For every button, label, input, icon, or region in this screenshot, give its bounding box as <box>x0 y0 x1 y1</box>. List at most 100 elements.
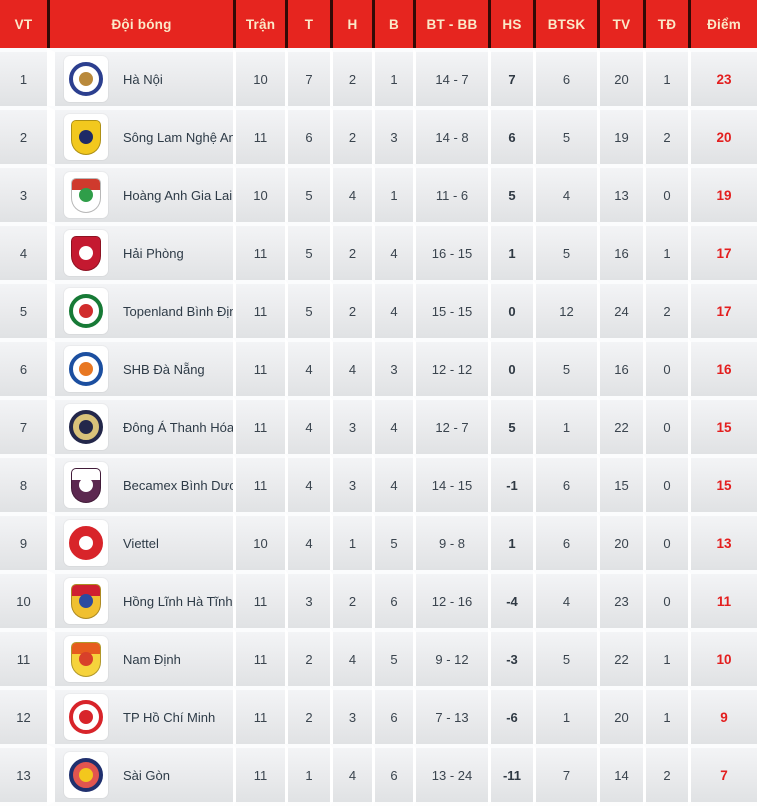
position-cell: 8 <box>0 454 47 512</box>
matches-cell: 11 <box>233 628 285 686</box>
team-cell[interactable]: Hoàng Anh Gia Lai <box>47 164 233 222</box>
goals-for-against-cell: 15 - 15 <box>413 280 488 338</box>
team-cell[interactable]: Hải Phòng <box>47 222 233 280</box>
position-cell: 9 <box>0 512 47 570</box>
goal-difference-cell: -1 <box>488 454 533 512</box>
column-header-team: Đội bóng <box>47 0 233 48</box>
wins-cell: 6 <box>285 106 330 164</box>
goal-difference-cell: -6 <box>488 686 533 744</box>
losses-cell: 5 <box>372 628 413 686</box>
losses-cell: 4 <box>372 454 413 512</box>
tv-cell: 16 <box>597 222 643 280</box>
tv-cell: 22 <box>597 396 643 454</box>
draws-cell: 1 <box>330 512 372 570</box>
tv-cell: 16 <box>597 338 643 396</box>
matches-cell: 11 <box>233 222 285 280</box>
column-header-t: T <box>285 0 330 48</box>
td-cell: 0 <box>643 396 688 454</box>
td-cell: 2 <box>643 106 688 164</box>
team-crest-icon <box>64 636 108 682</box>
draws-cell: 3 <box>330 396 372 454</box>
td-cell: 0 <box>643 570 688 628</box>
draws-cell: 4 <box>330 744 372 806</box>
tv-cell: 22 <box>597 628 643 686</box>
becamex-binh-duong-crest-icon <box>71 467 101 503</box>
team-cell[interactable]: Viettel <box>47 512 233 570</box>
draws-cell: 2 <box>330 570 372 628</box>
position-cell: 10 <box>0 570 47 628</box>
tp-ho-chi-minh-crest-icon <box>69 700 103 734</box>
team-crest-icon <box>64 520 108 566</box>
team-cell[interactable]: Sài Gòn <box>47 744 233 806</box>
wins-cell: 3 <box>285 570 330 628</box>
goals-for-against-cell: 12 - 16 <box>413 570 488 628</box>
hong-linh-ha-tinh-crest-icon <box>71 583 101 619</box>
goals-for-against-cell: 12 - 12 <box>413 338 488 396</box>
team-name: Hoàng Anh Gia Lai <box>123 187 233 203</box>
goals-for-against-cell: 11 - 6 <box>413 164 488 222</box>
goal-difference-cell: 5 <box>488 164 533 222</box>
goals-for-against-cell: 16 - 15 <box>413 222 488 280</box>
goal-difference-cell: 1 <box>488 222 533 280</box>
btsk-cell: 12 <box>533 280 597 338</box>
points-cell: 10 <box>688 628 757 686</box>
team-name: Nam Định <box>123 651 181 667</box>
team-cell[interactable]: Becamex Bình Dương <box>47 454 233 512</box>
points-cell: 7 <box>688 744 757 806</box>
draws-cell: 4 <box>330 628 372 686</box>
position-cell: 7 <box>0 396 47 454</box>
goals-for-against-cell: 7 - 13 <box>413 686 488 744</box>
losses-cell: 3 <box>372 338 413 396</box>
sai-gon-crest-icon <box>69 758 103 792</box>
team-cell[interactable]: Hồng Lĩnh Hà Tĩnh <box>47 570 233 628</box>
table-row: 5 Topenland Bình Định 11 5 2 4 15 - 15 0… <box>0 280 757 338</box>
column-header-vt: VT <box>0 0 47 48</box>
td-cell: 1 <box>643 222 688 280</box>
topenland-binh-dinh-crest-icon <box>69 294 103 328</box>
team-cell[interactable]: Hà Nội <box>47 48 233 106</box>
losses-cell: 6 <box>372 570 413 628</box>
team-cell[interactable]: SHB Đà Nẵng <box>47 338 233 396</box>
wins-cell: 2 <box>285 686 330 744</box>
team-crest-icon <box>64 346 108 392</box>
btsk-cell: 6 <box>533 512 597 570</box>
matches-cell: 10 <box>233 164 285 222</box>
column-header-tran: Trận <box>233 0 285 48</box>
tv-cell: 13 <box>597 164 643 222</box>
position-cell: 12 <box>0 686 47 744</box>
matches-cell: 11 <box>233 686 285 744</box>
btsk-cell: 5 <box>533 222 597 280</box>
team-name: Viettel <box>123 535 159 551</box>
matches-cell: 11 <box>233 454 285 512</box>
team-name: Topenland Bình Định <box>123 303 233 319</box>
tv-cell: 14 <box>597 744 643 806</box>
team-cell[interactable]: Topenland Bình Định <box>47 280 233 338</box>
team-name: Sài Gòn <box>123 767 170 783</box>
goal-difference-cell: -3 <box>488 628 533 686</box>
goal-difference-cell: 1 <box>488 512 533 570</box>
team-crest-icon <box>64 404 108 450</box>
shb-da-nang-crest-icon <box>69 352 103 386</box>
points-cell: 15 <box>688 454 757 512</box>
table-row: 10 Hồng Lĩnh Hà Tĩnh 11 3 2 6 12 - 16 -4… <box>0 570 757 628</box>
td-cell: 1 <box>643 686 688 744</box>
wins-cell: 1 <box>285 744 330 806</box>
team-cell[interactable]: TP Hồ Chí Minh <box>47 686 233 744</box>
viettel-crest-icon <box>69 526 103 560</box>
column-header-h: H <box>330 0 372 48</box>
team-name: TP Hồ Chí Minh <box>123 709 216 725</box>
team-cell[interactable]: Nam Định <box>47 628 233 686</box>
team-crest-icon <box>64 462 108 508</box>
points-cell: 15 <box>688 396 757 454</box>
wins-cell: 4 <box>285 454 330 512</box>
hai-phong-crest-icon <box>71 235 101 271</box>
team-cell[interactable]: Sông Lam Nghệ An <box>47 106 233 164</box>
td-cell: 0 <box>643 512 688 570</box>
points-cell: 16 <box>688 338 757 396</box>
tv-cell: 20 <box>597 48 643 106</box>
goals-for-against-cell: 9 - 8 <box>413 512 488 570</box>
btsk-cell: 1 <box>533 396 597 454</box>
table-row: 7 Đông Á Thanh Hóa 11 4 3 4 12 - 7 5 1 2… <box>0 396 757 454</box>
team-cell[interactable]: Đông Á Thanh Hóa <box>47 396 233 454</box>
